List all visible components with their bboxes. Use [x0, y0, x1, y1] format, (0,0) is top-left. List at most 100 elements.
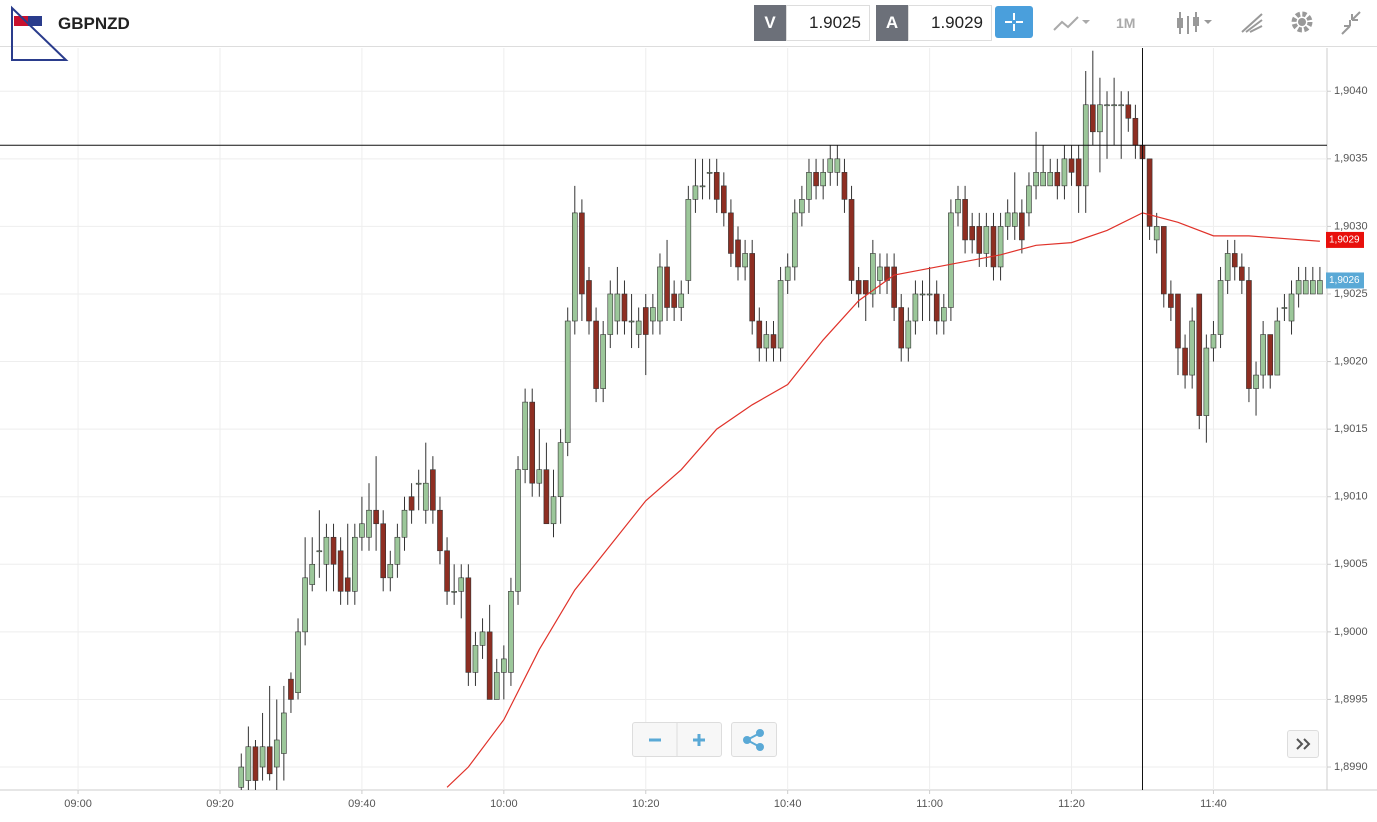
sell-price[interactable]: 1.9025 — [786, 5, 870, 41]
candle-body — [579, 212, 585, 295]
candle-body — [1061, 158, 1068, 187]
y-tick-label: 1,9030 — [1334, 220, 1368, 232]
candle-body — [841, 172, 848, 200]
candle-body — [607, 293, 614, 335]
candle-body — [571, 212, 578, 322]
candle-body — [401, 509, 408, 538]
candle-body — [344, 577, 351, 592]
candle-body — [948, 212, 954, 308]
candle-body — [1182, 347, 1188, 376]
x-tick-label: 10:20 — [632, 798, 660, 810]
candle-body — [962, 199, 968, 241]
x-tick-label: 11:00 — [916, 798, 943, 810]
candle-body — [422, 482, 429, 511]
candle-body — [1217, 280, 1224, 335]
timeframe[interactable]: 1M — [1116, 15, 1136, 31]
y-tick-label: 1,8990 — [1334, 761, 1368, 773]
candle-body — [238, 766, 245, 788]
candle-body — [990, 226, 997, 268]
price-label: 1,9029 — [1329, 235, 1360, 246]
draw-button[interactable] — [1238, 8, 1268, 38]
candle-body — [941, 307, 947, 322]
candle-body — [1295, 280, 1302, 295]
candle-body — [1153, 226, 1160, 241]
candle-body — [458, 577, 465, 592]
share-button[interactable] — [731, 722, 777, 757]
x-tick-label: 09:20 — [206, 798, 234, 810]
symbol: GBPNZD — [58, 14, 130, 33]
candle-body — [1260, 334, 1266, 376]
candle-body — [1026, 185, 1032, 214]
candle-body — [1146, 158, 1153, 227]
candle-body — [330, 536, 337, 565]
candle-body — [508, 591, 514, 673]
candle-body — [997, 226, 1004, 268]
sell-label[interactable]: V — [754, 5, 786, 41]
price-label-box — [1326, 231, 1364, 248]
candle-body — [1040, 172, 1046, 187]
candle-body — [614, 293, 621, 322]
zoom-controls — [632, 722, 722, 757]
y-tick-label: 1,8995 — [1334, 693, 1368, 705]
candle-body — [252, 746, 259, 781]
candle-body — [784, 266, 791, 281]
buy-label[interactable]: A — [876, 5, 908, 41]
candle-body — [933, 293, 940, 322]
candle-body — [493, 672, 500, 700]
crosshair-button[interactable] — [995, 6, 1033, 38]
candle-body — [671, 293, 677, 308]
candle-body — [969, 226, 975, 241]
candle-body — [763, 334, 770, 349]
candle-body — [515, 469, 521, 592]
candle-body — [820, 172, 826, 187]
y-tick-label: 1,9015 — [1334, 423, 1368, 435]
candle-body — [1011, 212, 1018, 227]
y-tick-label: 1,9025 — [1334, 288, 1368, 300]
price-label-box — [1326, 272, 1364, 289]
candle-body — [813, 172, 819, 187]
candle-body — [337, 550, 344, 592]
candle-body — [834, 158, 841, 173]
candle-body — [877, 266, 883, 281]
candle-body — [245, 746, 252, 781]
candle-body — [848, 199, 855, 281]
candle-body — [309, 563, 316, 585]
candle-body — [699, 185, 706, 188]
candle-body — [657, 266, 663, 322]
toolbar: GBPNZD V 1.9025 A 1.9029 1M — [0, 0, 1377, 61]
settings-button[interactable] — [1288, 8, 1318, 38]
candle-body — [479, 631, 486, 646]
scroll-end-button[interactable] — [1287, 730, 1319, 758]
candle-body — [316, 550, 323, 553]
candle-body — [1231, 253, 1238, 268]
x-tick-label: 10:40 — [774, 798, 802, 810]
candle-body — [1168, 293, 1174, 308]
candle-body — [430, 469, 436, 511]
candle-body — [1253, 374, 1259, 389]
candle-body — [1132, 117, 1139, 146]
candle-body — [593, 320, 599, 389]
candle-body — [827, 158, 834, 173]
candle-body — [678, 293, 685, 308]
fullscreen-button[interactable] — [1338, 8, 1368, 38]
chart-type-button[interactable] — [1050, 8, 1090, 38]
candle-body — [1111, 104, 1117, 107]
price-label: 1,9026 — [1329, 275, 1360, 286]
candle-body — [1097, 104, 1103, 133]
candle-body — [387, 563, 394, 579]
candle-body — [1068, 158, 1075, 173]
candle-body — [635, 320, 642, 335]
candle-body — [777, 280, 784, 349]
candle-button[interactable] — [1172, 8, 1218, 38]
zoom-in[interactable] — [693, 734, 705, 746]
candle-body — [870, 253, 876, 295]
y-tick-label: 1,9000 — [1334, 626, 1368, 638]
candle-body — [564, 320, 571, 443]
candle-body — [408, 496, 415, 511]
symbol-icon[interactable] — [8, 0, 69, 64]
candle-body — [862, 280, 869, 295]
x-tick-label: 11:40 — [1200, 798, 1227, 810]
candle-body — [465, 577, 472, 673]
buy-price[interactable]: 1.9029 — [908, 5, 992, 41]
